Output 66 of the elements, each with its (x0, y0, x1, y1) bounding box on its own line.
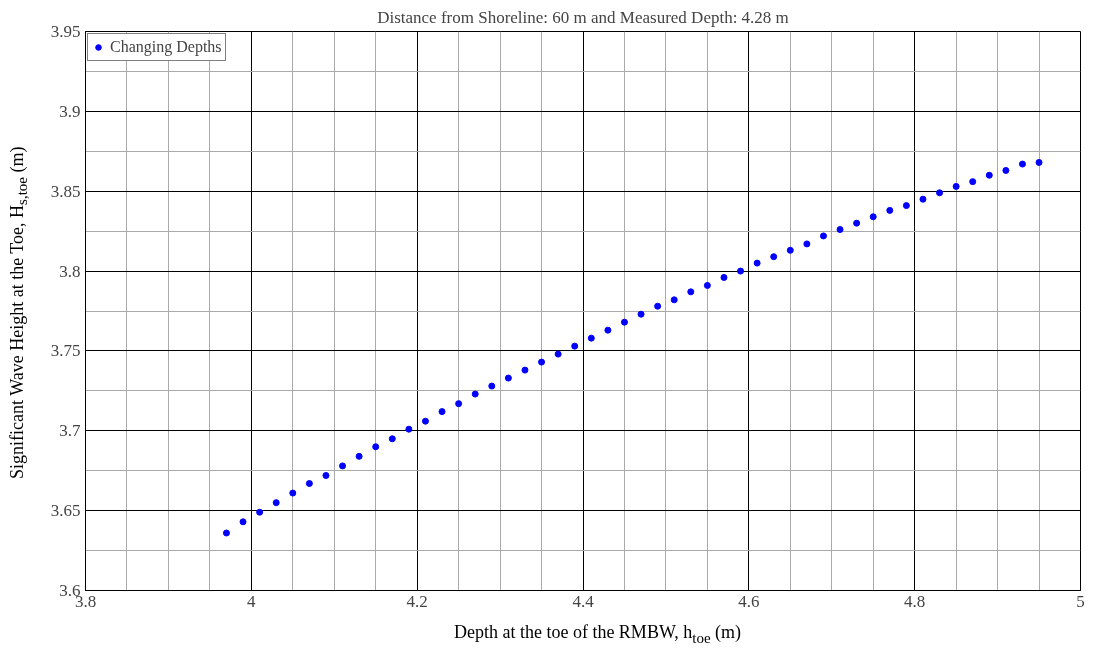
point (289, 489, 297, 497)
point (538, 358, 546, 366)
x-tick-label: 4.6 (738, 591, 760, 611)
point (504, 374, 512, 382)
point (869, 213, 877, 221)
point (322, 472, 330, 479)
point (803, 240, 811, 248)
point (438, 408, 446, 416)
point (405, 425, 413, 433)
point (455, 400, 463, 408)
point (985, 171, 993, 179)
point (936, 189, 944, 197)
point (770, 253, 778, 261)
x-tick-label: 4.4 (572, 591, 595, 611)
point (222, 529, 230, 537)
point (571, 342, 579, 350)
point (819, 232, 827, 240)
y-tick-label: 3.85 (50, 181, 81, 201)
point (471, 390, 479, 398)
point (720, 273, 728, 281)
point (886, 206, 894, 214)
point (388, 435, 396, 443)
point (604, 326, 612, 334)
point (305, 480, 313, 487)
legend-label: Changing Depths (110, 38, 222, 56)
point (1002, 166, 1010, 174)
y-tick-label: 3.8 (59, 261, 81, 281)
point (1035, 158, 1043, 166)
y-tick-label: 3.7 (59, 421, 81, 441)
x-tick-label: 4.8 (904, 591, 926, 611)
y-tick-label: 3.9 (59, 101, 81, 121)
point (853, 219, 861, 227)
point (654, 302, 662, 310)
point (554, 350, 562, 358)
point (355, 452, 363, 460)
point (637, 310, 645, 318)
x-tick-label: 4 (247, 591, 257, 611)
y-tick-label: 3.95 (50, 22, 81, 41)
point (836, 226, 844, 234)
point (703, 281, 711, 289)
y-tick-label: 3.75 (50, 341, 81, 361)
x-tick-label: 4.2 (406, 591, 428, 611)
y-tick-label: 3.65 (50, 501, 81, 521)
x-tick-label: 5 (1076, 591, 1085, 611)
x-axis-title: Depth at the toe of the RMBW, h$_{toe}$ (m) (453, 621, 742, 648)
point (587, 334, 595, 342)
point (952, 182, 960, 190)
point (521, 366, 529, 374)
point (902, 202, 910, 210)
chart-title: Distance from Shoreline: 60 m and Measured Depth: 4.28 m (377, 7, 789, 27)
point (372, 443, 380, 451)
point (256, 508, 264, 516)
point (339, 462, 347, 470)
point (737, 267, 745, 275)
point (1018, 160, 1026, 168)
point (488, 382, 496, 390)
point (670, 296, 678, 304)
point (272, 499, 280, 507)
point (969, 178, 977, 186)
point (620, 318, 628, 326)
point (786, 246, 794, 254)
point (687, 288, 695, 296)
point (239, 518, 247, 526)
point (919, 195, 927, 203)
point (421, 417, 429, 425)
point (753, 259, 761, 267)
